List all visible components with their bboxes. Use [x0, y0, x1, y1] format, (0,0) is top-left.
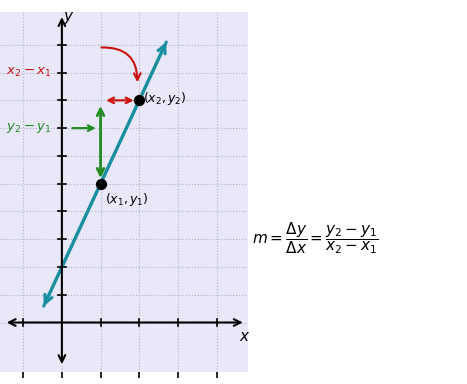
- FancyArrowPatch shape: [101, 48, 141, 80]
- Text: $m = \dfrac{\Delta y}{\Delta x} = \dfrac{y_2 - y_1}{x_2 - x_1}$: $m = \dfrac{\Delta y}{\Delta x} = \dfrac…: [252, 220, 379, 256]
- Point: [97, 180, 104, 187]
- Text: $x_2 - x_1$: $x_2 - x_1$: [6, 66, 51, 79]
- Text: $x$: $x$: [239, 329, 250, 344]
- Text: $y$: $y$: [63, 10, 75, 26]
- Text: $y_2 - y_1$: $y_2 - y_1$: [6, 121, 51, 135]
- Point: [135, 97, 143, 103]
- Text: $(x_2, y_2)$: $(x_2, y_2)$: [143, 91, 187, 108]
- Text: $(x_1, y_1)$: $(x_1, y_1)$: [105, 190, 149, 208]
